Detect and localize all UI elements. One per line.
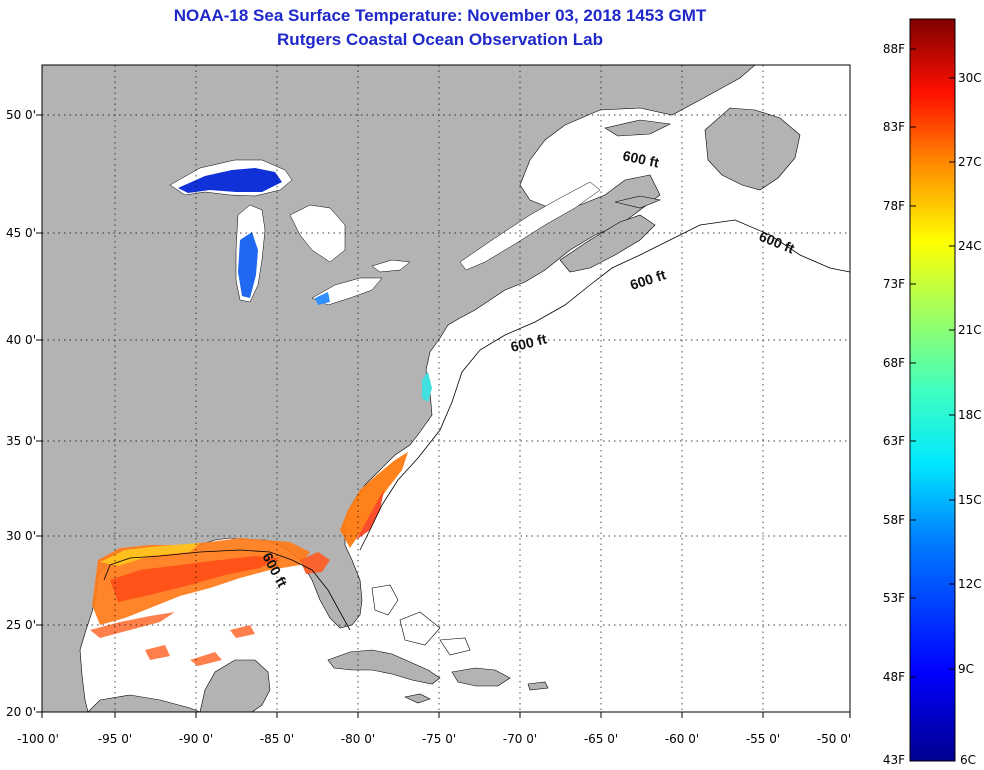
anticosti-island [604,119,672,137]
longitude-axis: -100 0' -95 0' -90 0' -85 0' -80 0' -75 … [17,712,851,746]
lon-label-65: -65 0' [584,732,618,746]
lon-label-50: -50 0' [817,732,851,746]
nova-scotia [559,214,656,273]
st-lawrence-estuary [459,181,601,271]
sst-gulf-warm-band [110,556,280,602]
sst-gulf-patches [90,612,255,666]
atlantic-600ft-contour [359,219,850,551]
lake-erie [311,277,383,306]
yucatan-peninsula [199,659,271,712]
sst-lake-erie [315,292,330,305]
colorbar-f-48: 48F [883,670,905,684]
colorbar-f-58: 58F [883,513,905,527]
colorbar-c-15: 15C [958,493,982,507]
colorbar-f-43: 43F [883,753,905,767]
colorbar-f-83: 83F [883,120,905,134]
lon-label-60: -60 0' [665,732,699,746]
colorbar-c-18: 18C [958,408,982,422]
lon-label-90: -90 0' [179,732,213,746]
lat-label-45: 45 0' [6,226,36,240]
contour-label-newfoundland: 600 ft [621,147,660,170]
lat-label-35: 35 0' [6,434,36,448]
colorbar-f-63: 63F [883,434,905,448]
temperature-colorbar: 88F 83F 78F 73F 68F 63F 58F 53F 48F 43F … [883,18,982,767]
colorbar-c-27: 27C [958,155,982,169]
colorbar-c-21: 21C [958,323,982,337]
lake-ontario [371,259,411,273]
latitude-axis: 50 0' 45 0' 40 0' 35 0' 30 0' 25 0' 20 0… [6,108,42,719]
lat-label-20: 20 0' [6,705,36,719]
graticule [42,65,850,712]
colorbar-f-88: 88F [883,42,905,56]
colorbar-gradient [909,18,956,762]
colorbar-c-30: 30C [958,71,982,85]
sst-lake-superior [178,168,282,193]
jamaica [404,693,431,704]
colorbar-f-68: 68F [883,356,905,370]
lat-label-25: 25 0' [6,618,36,632]
lat-label-40: 40 0' [6,333,36,347]
puerto-rico [527,681,549,691]
colorbar-c-24: 24C [958,239,982,253]
map-title: NOAA-18 Sea Surface Temperature: Novembe… [173,6,707,25]
lon-label-80: -80 0' [341,732,375,746]
colorbar-f-78: 78F [883,199,905,213]
sst-gulf-stream [340,452,408,548]
sst-chesapeake-bay [422,372,432,402]
prince-edward-island [614,195,662,209]
sst-lake-michigan [238,232,258,298]
colorbar-f-53: 53F [883,591,905,605]
cuba [327,649,441,685]
lon-label-95: -95 0' [98,732,132,746]
colorbar-c-9: 9C [958,662,974,676]
lat-label-30: 30 0' [6,529,36,543]
sst-gulf-coastal-cool [100,543,200,566]
lon-label-75: -75 0' [422,732,456,746]
hispaniola [451,667,511,687]
newfoundland [704,107,801,191]
lon-label-55: -55 0' [746,732,780,746]
colorbar-c-12: 12C [958,577,982,591]
lon-label-100: -100 0' [17,732,59,746]
sst-gulf-stream-core [356,490,384,540]
lat-label-50: 50 0' [6,108,36,122]
central-america-land [87,694,201,712]
bahamas-banks [371,584,471,656]
sst-florida-coast [300,552,330,574]
colorbar-f-73: 73F [883,277,905,291]
colorbar-c-6: 6C [960,753,976,767]
gulf-600ft-contour [103,549,351,631]
lon-label-70: -70 0' [503,732,537,746]
map-border [41,64,851,713]
lon-label-85: -85 0' [260,732,294,746]
map-subtitle: Rutgers Coastal Ocean Observation Lab [277,30,603,49]
lake-huron [289,204,346,263]
